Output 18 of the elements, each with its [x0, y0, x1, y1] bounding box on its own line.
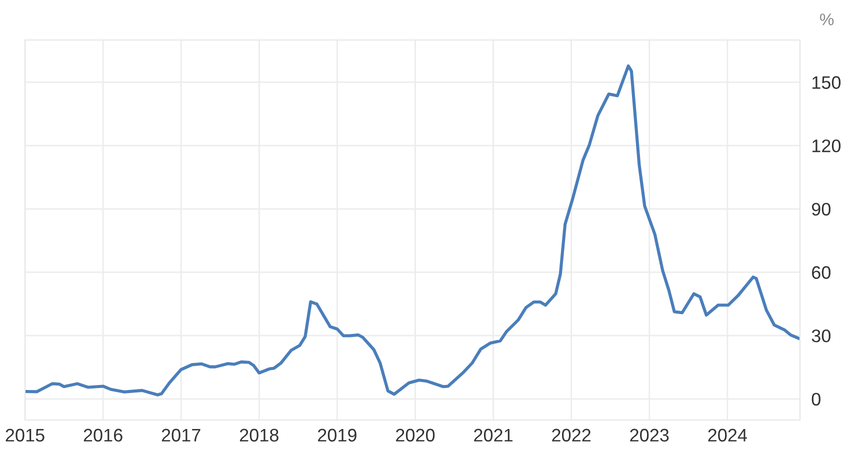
x-tick-label: 2015 [6, 428, 44, 442]
y-tick-label: 90 [812, 202, 830, 216]
x-tick-label: 2024 [708, 428, 747, 442]
y-tick-label: 150 [812, 76, 841, 89]
x-tick-label: 2021 [474, 428, 512, 442]
x-tick-label: 2019 [318, 428, 356, 442]
x-tick-label: 2016 [84, 428, 122, 442]
y-tick-label: 60 [812, 266, 830, 279]
y-tick-label: 30 [812, 329, 830, 342]
y-tick-label: 120 [812, 139, 841, 152]
x-tick-label: 2022 [552, 428, 591, 442]
x-tick-label: 2017 [162, 428, 200, 442]
y-tick-label: 0 [812, 392, 820, 406]
x-tick-label: 2018 [240, 428, 278, 442]
x-tick-label: 2023 [630, 428, 669, 442]
line-series [25, 64, 800, 396]
x-tick-label: 2020 [396, 428, 435, 442]
y-axis-title: % [820, 14, 834, 26]
